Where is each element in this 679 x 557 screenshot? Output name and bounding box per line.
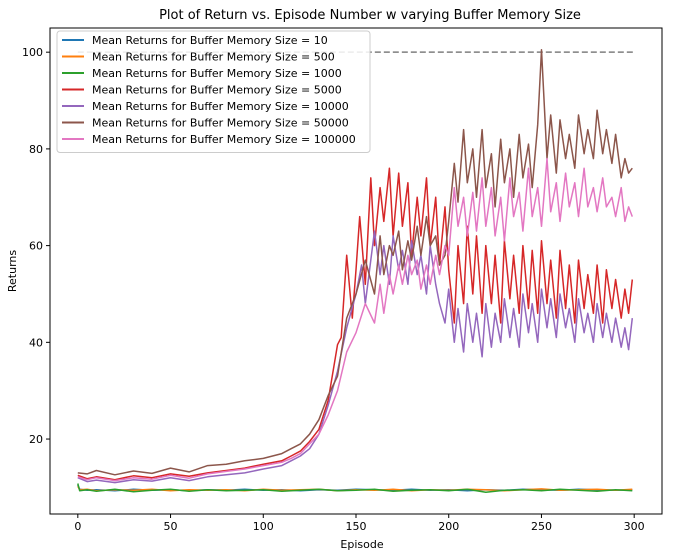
series-line-2 [77, 483, 633, 493]
y-axis: 20 40 60 80 100 [22, 46, 50, 446]
legend: Mean Returns for Buffer Memory Size = 10… [56, 30, 371, 153]
legend-entry-3: Mean Returns for Buffer Memory Size = 50… [92, 84, 342, 97]
x-tick-label: 250 [531, 520, 552, 533]
y-tick-label: 40 [29, 336, 43, 349]
y-tick-label: 100 [22, 46, 43, 59]
series-line-4 [77, 230, 634, 484]
legend-entry-4: Mean Returns for Buffer Memory Size = 10… [92, 100, 349, 113]
y-tick-label: 80 [29, 143, 43, 156]
x-tick-label: 100 [253, 520, 274, 533]
x-axis-label: Episode [340, 538, 383, 551]
x-axis: 0 50 100 150 200 250 300 [74, 514, 645, 533]
y-tick-label: 60 [29, 240, 43, 253]
plot-area [77, 49, 635, 493]
x-tick-label: 50 [164, 520, 178, 533]
legend-entry-1: Mean Returns for Buffer Memory Size = 50… [92, 51, 335, 64]
x-tick-label: 0 [74, 520, 81, 533]
series-line-6 [77, 157, 634, 482]
legend-entry-0: Mean Returns for Buffer Memory Size = 10 [92, 34, 328, 47]
series-line-3 [77, 167, 634, 481]
x-tick-label: 200 [438, 520, 459, 533]
legend-entry-6: Mean Returns for Buffer Memory Size = 10… [92, 133, 356, 146]
x-tick-label: 150 [346, 520, 367, 533]
y-tick-label: 20 [29, 433, 43, 446]
chart-title: Plot of Return vs. Episode Number w vary… [159, 8, 581, 23]
legend-entry-5: Mean Returns for Buffer Memory Size = 50… [92, 117, 349, 130]
legend-entry-2: Mean Returns for Buffer Memory Size = 10… [92, 67, 342, 80]
x-tick-label: 300 [624, 520, 645, 533]
series-line-5 [77, 49, 633, 476]
legend-box [56, 30, 371, 153]
y-axis-label: Returns [6, 250, 19, 293]
